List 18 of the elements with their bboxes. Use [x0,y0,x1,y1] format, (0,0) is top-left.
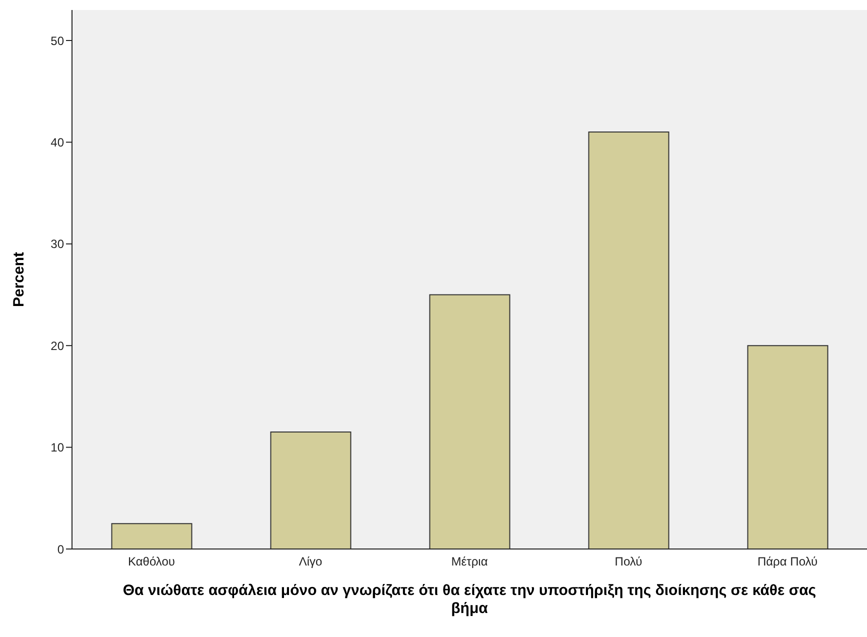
x-tick-label: Μέτρια [451,554,488,569]
bar [429,294,510,549]
bar [270,432,352,549]
x-tick-label: Λίγο [298,554,322,569]
y-tick-label: 0 [57,542,64,556]
x-tick-label: Πολύ [614,554,642,569]
y-tick-label: 50 [50,34,64,48]
bar [747,345,828,549]
y-tick-label: 20 [50,338,64,353]
y-tick-label: 10 [50,440,64,455]
x-axis-title: Θα νιώθατε ασφάλεια μόνο αν γνωρίζατε ότι θα είχατε την υποστήριξη της διοίκησης σε κάθε σας βήμα [122,582,818,618]
x-tick-label: Καθόλου [128,554,175,569]
y-axis-title: Percent [10,252,28,308]
bar [588,132,670,549]
y-tick-label: 40 [50,135,64,150]
x-tick-label: Πάρα Πολύ [757,554,818,569]
bar [111,523,192,549]
y-tick-label: 30 [50,237,64,252]
